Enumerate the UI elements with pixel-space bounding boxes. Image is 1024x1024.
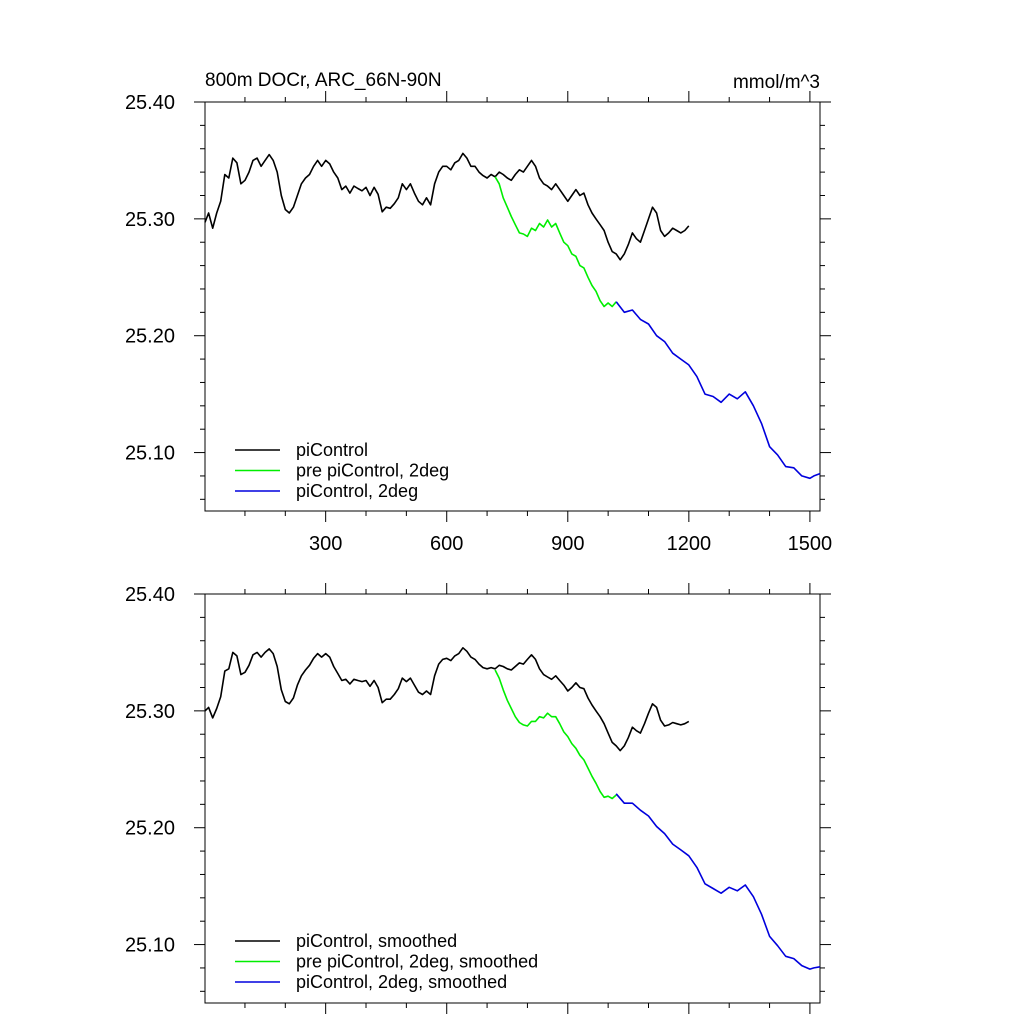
x-tick-label: 300 — [309, 533, 342, 555]
legend-label: piControl — [296, 440, 368, 460]
x-tick-label: 600 — [430, 533, 463, 555]
series-line-pre-picontrol-2deg — [494, 669, 617, 800]
y-tick-label: 25.40 — [125, 584, 175, 606]
series-line-picontrol-2deg — [615, 793, 821, 970]
x-tick-label: 1500 — [788, 533, 833, 555]
legend-label: pre piControl, 2deg, smoothed — [296, 952, 538, 972]
y-tick-label: 25.30 — [125, 701, 175, 723]
series-line-picontrol-2deg — [615, 301, 821, 480]
top-panel: 300 600 900 1200 1500 25.10 25.20 25.30 25.40 piC… — [125, 91, 832, 555]
y-tick-label: 25.20 — [125, 326, 175, 348]
plot-frame — [204, 593, 821, 1004]
legend-label: piControl, smoothed — [296, 931, 457, 951]
y-tick-label: 25.30 — [125, 209, 175, 231]
plot-frame — [204, 101, 821, 512]
chart-title: 800m DOCr, ARC_66N-90N — [205, 70, 442, 91]
y-tick-label: 25.20 — [125, 818, 175, 840]
y-tick-label: 25.10 — [125, 443, 175, 465]
x-tick-label: 900 — [551, 533, 584, 555]
y-tick-label: 25.10 — [125, 935, 175, 957]
legend-label: piControl, 2deg — [296, 481, 418, 501]
series-line-pre-picontrol-2deg — [494, 176, 617, 308]
series-line-picontrol — [204, 647, 690, 752]
x-tick-label: 1200 — [667, 533, 712, 555]
units-label: mmol/m^3 — [733, 72, 820, 93]
y-tick-label: 25.40 — [125, 92, 175, 114]
legend-label: piControl, 2deg, smoothed — [296, 972, 507, 992]
series-line-picontrol — [204, 152, 690, 261]
legend-label: pre piControl, 2deg — [296, 461, 449, 481]
